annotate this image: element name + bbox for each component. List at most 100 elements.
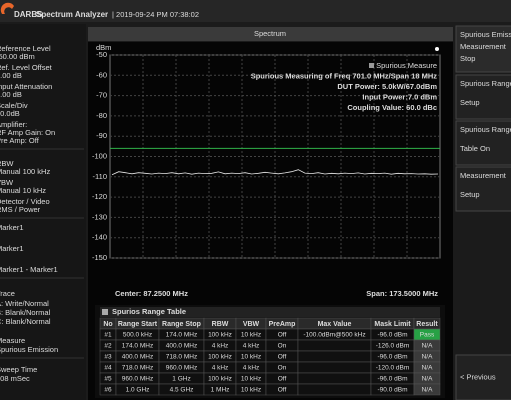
param-label: VBW [0,178,14,187]
cell-text: 4 kHz [243,365,260,372]
cell-text: -96.0 dBm [378,376,408,383]
cell-text: 718.0 MHz [166,354,197,361]
app-title: Spectrum Analyzer [36,10,108,19]
timestamp: | 2019-09-24 PM 07:38:02 [112,10,199,19]
header-text: Range Stop [162,321,201,328]
param-value: 10.0dB [0,109,20,118]
y-tick-label: -50 [96,50,107,59]
cell-text: 400.0 MHz [166,343,197,350]
y-tick-label: -140 [92,233,107,242]
cell [413,383,441,396]
param-label: Input Attenuation [0,82,52,91]
cell-text: 400.0 MHz [122,354,153,361]
param-value: Pre Amp: Off [0,136,40,145]
cell-text: 10 kHz [241,332,261,339]
cell-text: On [278,343,287,350]
cell-text: 100 kHz [208,376,232,383]
cell-text: #6 [104,387,112,394]
cell-text: 718.0 MHz [122,365,153,372]
softkey-text: Table On [460,144,490,153]
y-tick-label: -150 [92,253,107,262]
param-label: Measure [0,336,25,345]
span: Span: 173.5000 MHz [366,289,438,298]
header-text: RBW [212,321,229,328]
header-text: PreAmp [269,321,296,328]
cell-text: 4.5 GHz [170,387,194,394]
param-label: Sweep Time [0,365,37,374]
spectrum-title: Spectrum [254,29,286,38]
param-label: Reference Level [0,44,51,53]
legend-text: Coupling Value: 60.0 dBc [347,103,437,112]
param-value: 0.00 dB [0,71,22,80]
cell-text: 10 kHz [241,387,261,394]
legend-text: Spurious Measure [376,61,437,70]
legend-text: Input Power:7.0 dBm [362,92,437,101]
param-value: A: Write/Normal [0,299,49,308]
cell-text: 174.0 MHz [166,332,197,339]
softkey[interactable] [455,354,511,400]
cell-text: -90.0 dBm [378,387,408,394]
softkey-text: Setup [460,98,480,107]
softkey[interactable] [455,25,511,73]
param-value: B: Blank/Normal [0,308,51,317]
param-label: Marker1 [0,244,24,253]
cell-text: #1 [104,332,112,339]
cell [297,350,372,363]
param-label: Ref. Level Offset [0,63,53,72]
cell-text: 4 kHz [243,343,260,350]
param-value: RF Amp Gain: On [0,128,55,137]
cell-text: N/A [422,376,434,383]
softkey-text: < Previous [460,372,496,381]
y-tick-label: -80 [96,111,107,120]
cell-text: -96.0 dBm [378,332,408,339]
softkey-text: Spurious Range [460,125,511,134]
cell-text: 4 kHz [212,365,229,372]
softkey-text: Spurious Emission [460,30,511,39]
cell-text: Off [278,332,287,339]
header-text: Max Value [318,321,352,328]
cell-text: 960.0 MHz [166,365,197,372]
cell [297,383,372,396]
cell-text: #3 [104,354,112,361]
cell-text: -120.0 dBm [376,365,410,372]
header-text: Range Start [118,321,158,328]
y-tick-label: -120 [92,192,107,201]
logo: DARBS [14,10,43,19]
legend-text: Spurious Measuring of Freq 701.0 MHz/Spa… [251,71,438,80]
param-value: Manual 10 kHz [0,186,46,195]
softkey[interactable] [455,74,511,120]
softkey[interactable] [455,166,511,212]
header-text: VBW [243,321,260,328]
cell-text: N/A [422,387,434,394]
y-tick-label: -90 [96,131,107,140]
header-text: Result [416,321,438,328]
cell [297,339,372,352]
cell-text: 4 kHz [212,343,229,350]
logo-icon [0,2,14,14]
y-tick-label: -70 [96,91,107,100]
y-tick-label: -110 [93,172,107,181]
param-value: Manual 100 kHz [0,167,50,176]
left-panel [0,24,86,400]
cell-text: 10 kHz [241,354,261,361]
y-tick-label: -60 [96,70,107,79]
cell-text: 100 kHz [208,332,232,339]
cell-text: 960.0 MHz [122,376,153,383]
param-label: RBW [0,159,14,168]
header-text: Mask Limit [374,321,411,328]
cell-text: 1 GHz [172,376,190,383]
cell-text: On [278,365,287,372]
softkey[interactable] [455,120,511,166]
header-text: No [103,321,112,328]
cell-text: Off [278,376,287,383]
softkey-text: Measurement [460,171,507,180]
cell-text: Pass [420,332,435,339]
table-title: Spurios Range Table [112,307,186,316]
cell-text: -96.0 dBm [378,354,408,361]
cell-text: -100.0dBm@500 kHz [303,332,365,339]
cell-text: Off [278,387,287,394]
param-value: Spurious Emission [0,345,58,354]
cell-text: 1.0 GHz [126,387,150,394]
cell-text: -126.0 dBm [376,343,410,350]
cell [297,361,372,374]
